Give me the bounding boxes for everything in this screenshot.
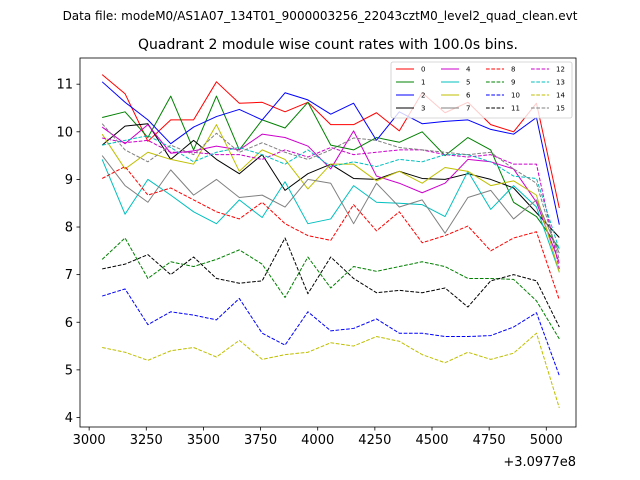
x-tick-label: 4750 [473,433,506,448]
x-axis-offset-label: +3.0977e8 [503,455,576,470]
y-tick-label: 10 [56,125,73,140]
y-tick-label: 5 [65,363,73,378]
figure-suptitle: Data file: modeM0/AS1A07_134T01_90000032… [63,9,578,23]
legend-label-1: 1 [421,79,425,87]
y-tick-label: 6 [65,316,73,331]
legend-label-8: 8 [511,66,515,74]
series-line-3 [101,123,560,238]
series-line-11 [102,237,560,328]
legend-label-12: 12 [556,66,565,74]
series-line-7 [101,155,560,254]
legend-label-13: 13 [556,79,565,87]
x-tick-label: 3250 [130,433,163,448]
x-tick-label: 5000 [530,433,563,448]
series-line-2 [101,81,560,225]
chart-title: Quadrant 2 module wise count rates with … [138,37,518,53]
series-line-15 [101,123,560,260]
series-line-6 [101,124,560,273]
legend-label-15: 15 [556,105,565,113]
x-tick-label: 3750 [244,433,277,448]
legend-label-10: 10 [511,92,520,100]
x-tick-label: 3000 [73,433,106,448]
legend-label-2: 2 [421,92,425,100]
legend-label-4: 4 [466,66,471,74]
y-tick-label: 4 [65,411,73,426]
legend-label-7: 7 [466,105,470,113]
series-line-5 [101,159,560,273]
legend-box [390,61,573,119]
y-tick-label: 9 [65,173,73,188]
legend-label-14: 14 [556,92,565,100]
axes-frame [79,57,577,428]
y-tick-label: 7 [65,268,73,283]
y-tick-label: 8 [65,221,73,236]
x-tick-label: 3500 [187,433,220,448]
series-line-1 [102,95,560,249]
legend-label-6: 6 [466,92,471,100]
x-tick-label: 4250 [358,433,391,448]
series-line-12 [102,137,560,270]
legend-label-5: 5 [466,79,470,87]
series-line-13 [102,135,560,251]
plot-area: 3000 3250 3500 3750 4000 4250 4500 4750 50004567… [56,57,577,448]
y-tick-label: 11 [56,78,73,93]
legend-label-0: 0 [421,66,425,74]
legend-label-9: 9 [511,79,515,87]
x-tick-label: 4000 [301,433,334,448]
series-line-8 [101,166,560,301]
series-line-9 [101,237,560,340]
legend-label-3: 3 [421,105,425,113]
x-tick-label: 4500 [415,433,448,448]
series-line-10 [102,288,560,376]
legend-label-11: 11 [511,105,520,113]
series-line-14 [102,332,560,409]
